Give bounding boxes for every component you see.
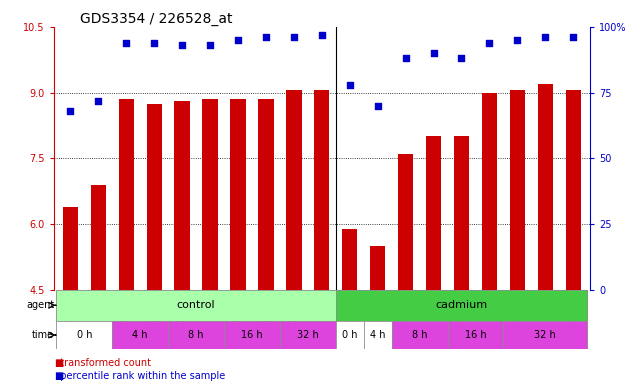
Text: cadmium: cadmium (435, 300, 488, 310)
Text: ■: ■ (54, 358, 63, 368)
Bar (426, 136, 441, 384)
Bar (336, 321, 363, 349)
Bar (504, 321, 587, 349)
Bar (363, 321, 392, 349)
Bar (565, 91, 581, 384)
Point (289, 34, 299, 40)
Text: 0 h: 0 h (342, 330, 358, 340)
Text: 4 h: 4 h (370, 330, 386, 340)
Bar (510, 91, 525, 384)
Bar (146, 104, 162, 384)
Point (261, 34, 271, 40)
Point (401, 55, 411, 61)
Text: 16 h: 16 h (241, 330, 262, 340)
Point (373, 103, 383, 109)
Bar (280, 321, 336, 349)
Point (177, 42, 187, 48)
Point (317, 32, 327, 38)
Text: 16 h: 16 h (464, 330, 487, 340)
Bar (168, 321, 224, 349)
Point (121, 40, 131, 46)
Text: 32 h: 32 h (297, 330, 319, 340)
Bar (224, 321, 280, 349)
Bar (481, 93, 497, 384)
Bar (56, 290, 336, 321)
Text: GDS3354 / 226528_at: GDS3354 / 226528_at (81, 12, 233, 26)
Point (205, 42, 215, 48)
Text: 0 h: 0 h (76, 330, 92, 340)
Point (568, 34, 578, 40)
Text: 8 h: 8 h (188, 330, 204, 340)
Bar (203, 99, 218, 384)
Point (485, 40, 495, 46)
Bar (112, 321, 168, 349)
Bar (454, 136, 469, 384)
Bar (62, 207, 78, 384)
Bar (398, 154, 413, 384)
Bar (230, 99, 245, 384)
Bar (342, 228, 357, 384)
Bar (392, 321, 447, 349)
Bar (56, 321, 112, 349)
Point (149, 40, 159, 46)
Text: 8 h: 8 h (412, 330, 427, 340)
Text: transformed count: transformed count (54, 358, 151, 368)
Text: 4 h: 4 h (133, 330, 148, 340)
Text: 32 h: 32 h (534, 330, 556, 340)
Point (345, 82, 355, 88)
Bar (258, 99, 274, 384)
Bar (174, 101, 190, 384)
Point (456, 55, 466, 61)
Text: agent: agent (26, 300, 54, 310)
Text: percentile rank within the sample: percentile rank within the sample (54, 371, 225, 381)
Point (428, 50, 439, 56)
Bar (314, 91, 329, 384)
Bar (447, 321, 504, 349)
Point (512, 37, 522, 43)
Bar (119, 99, 134, 384)
Text: ■: ■ (54, 371, 63, 381)
Text: time: time (32, 330, 54, 340)
Text: control: control (177, 300, 215, 310)
Point (93, 98, 103, 104)
Bar (336, 290, 587, 321)
Point (540, 34, 550, 40)
Bar (286, 91, 302, 384)
Point (233, 37, 243, 43)
Point (66, 108, 76, 114)
Bar (370, 246, 386, 384)
Bar (91, 185, 106, 384)
Bar (538, 84, 553, 384)
